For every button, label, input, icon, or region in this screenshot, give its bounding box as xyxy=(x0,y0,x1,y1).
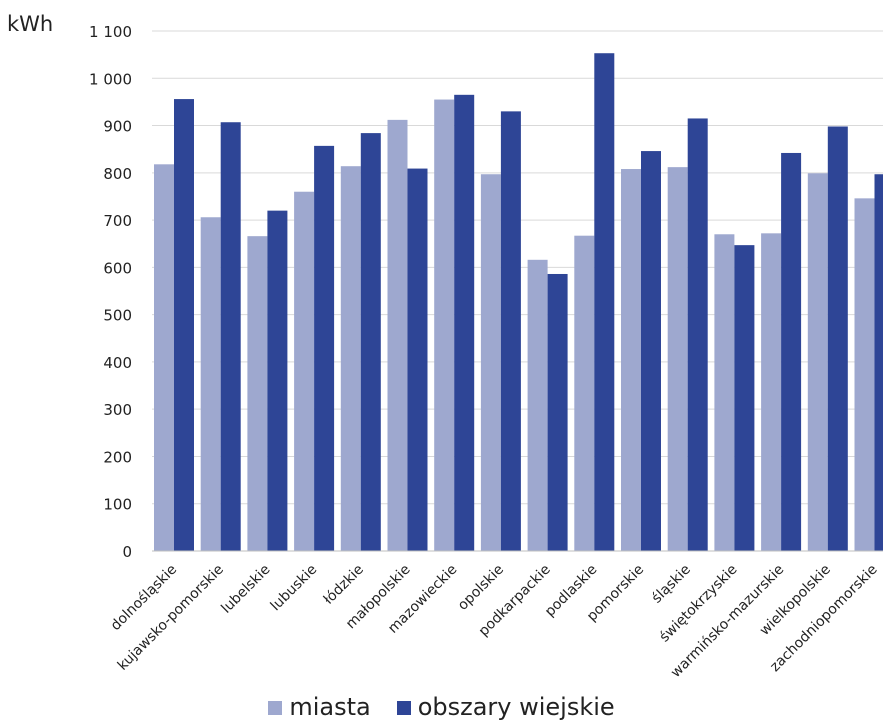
bar-0-9 xyxy=(574,235,595,551)
y-tick-label: 1 000 xyxy=(89,70,132,88)
bar-1-10 xyxy=(641,151,661,551)
bar-0-6 xyxy=(434,99,455,551)
bar-0-12 xyxy=(714,234,735,552)
bar-0-5 xyxy=(387,119,408,551)
y-tick-label: 0 xyxy=(122,543,132,561)
bar-1-3 xyxy=(314,145,335,551)
y-tick-label: 600 xyxy=(103,259,132,277)
y-tick-label: 200 xyxy=(103,448,132,466)
bars-layer xyxy=(154,53,883,552)
legend-label-obszary-wiejskie: obszary wiejskie xyxy=(417,693,615,721)
bar-1-13 xyxy=(781,152,802,552)
bar-1-11 xyxy=(687,118,708,552)
x-tick-label: śląskie xyxy=(649,562,694,607)
bar-1-5 xyxy=(407,168,428,551)
y-tick-label: 300 xyxy=(103,401,132,419)
bar-1-7 xyxy=(500,111,521,551)
bar-0-8 xyxy=(527,259,548,551)
y-tick-label: 100 xyxy=(103,496,132,514)
bar-1-2 xyxy=(267,210,288,552)
bar-0-4 xyxy=(340,166,361,551)
bar-1-14 xyxy=(827,126,848,551)
bar-1-15 xyxy=(874,174,883,551)
y-tick-label: 700 xyxy=(103,212,132,230)
x-tick-label: łódzkie xyxy=(321,562,367,608)
bar-0-11 xyxy=(667,167,688,552)
legend-item-miasta: miasta xyxy=(268,693,371,721)
legend-item-obszary-wiejskie: obszary wiejskie xyxy=(396,693,615,721)
bar-0-1 xyxy=(200,217,221,551)
bar-0-7 xyxy=(480,174,501,551)
y-axis-unit-label: kWh xyxy=(7,12,54,36)
bar-1-0 xyxy=(174,99,194,551)
chart-legend: miasta obszary wiejskie xyxy=(0,693,883,721)
legend-swatch-miasta xyxy=(268,701,283,715)
y-tick-label: 800 xyxy=(103,165,132,183)
bar-0-13 xyxy=(761,233,782,551)
legend-label-miasta: miasta xyxy=(289,693,371,721)
y-tick-label: 1 100 xyxy=(89,23,132,41)
bar-1-8 xyxy=(547,273,568,551)
y-tick-label: 500 xyxy=(103,307,132,325)
bar-1-6 xyxy=(454,94,475,552)
legend-swatch-obszary-wiejskie xyxy=(396,701,411,715)
y-tick-label: 900 xyxy=(103,118,132,136)
bar-0-2 xyxy=(247,236,268,551)
y-tick-label: 400 xyxy=(103,354,132,372)
bar-1-9 xyxy=(594,53,615,552)
x-tick-label: lubelskie xyxy=(218,562,273,617)
bar-1-4 xyxy=(360,133,381,552)
bar-0-0 xyxy=(154,164,174,552)
bar-0-3 xyxy=(294,191,315,551)
bar-1-1 xyxy=(220,122,241,552)
x-tick-label: lubuskie xyxy=(268,562,321,615)
bar-0-15 xyxy=(854,198,875,551)
bar-0-14 xyxy=(807,173,828,552)
bar-1-12 xyxy=(734,245,755,552)
bar-0-10 xyxy=(621,169,641,551)
